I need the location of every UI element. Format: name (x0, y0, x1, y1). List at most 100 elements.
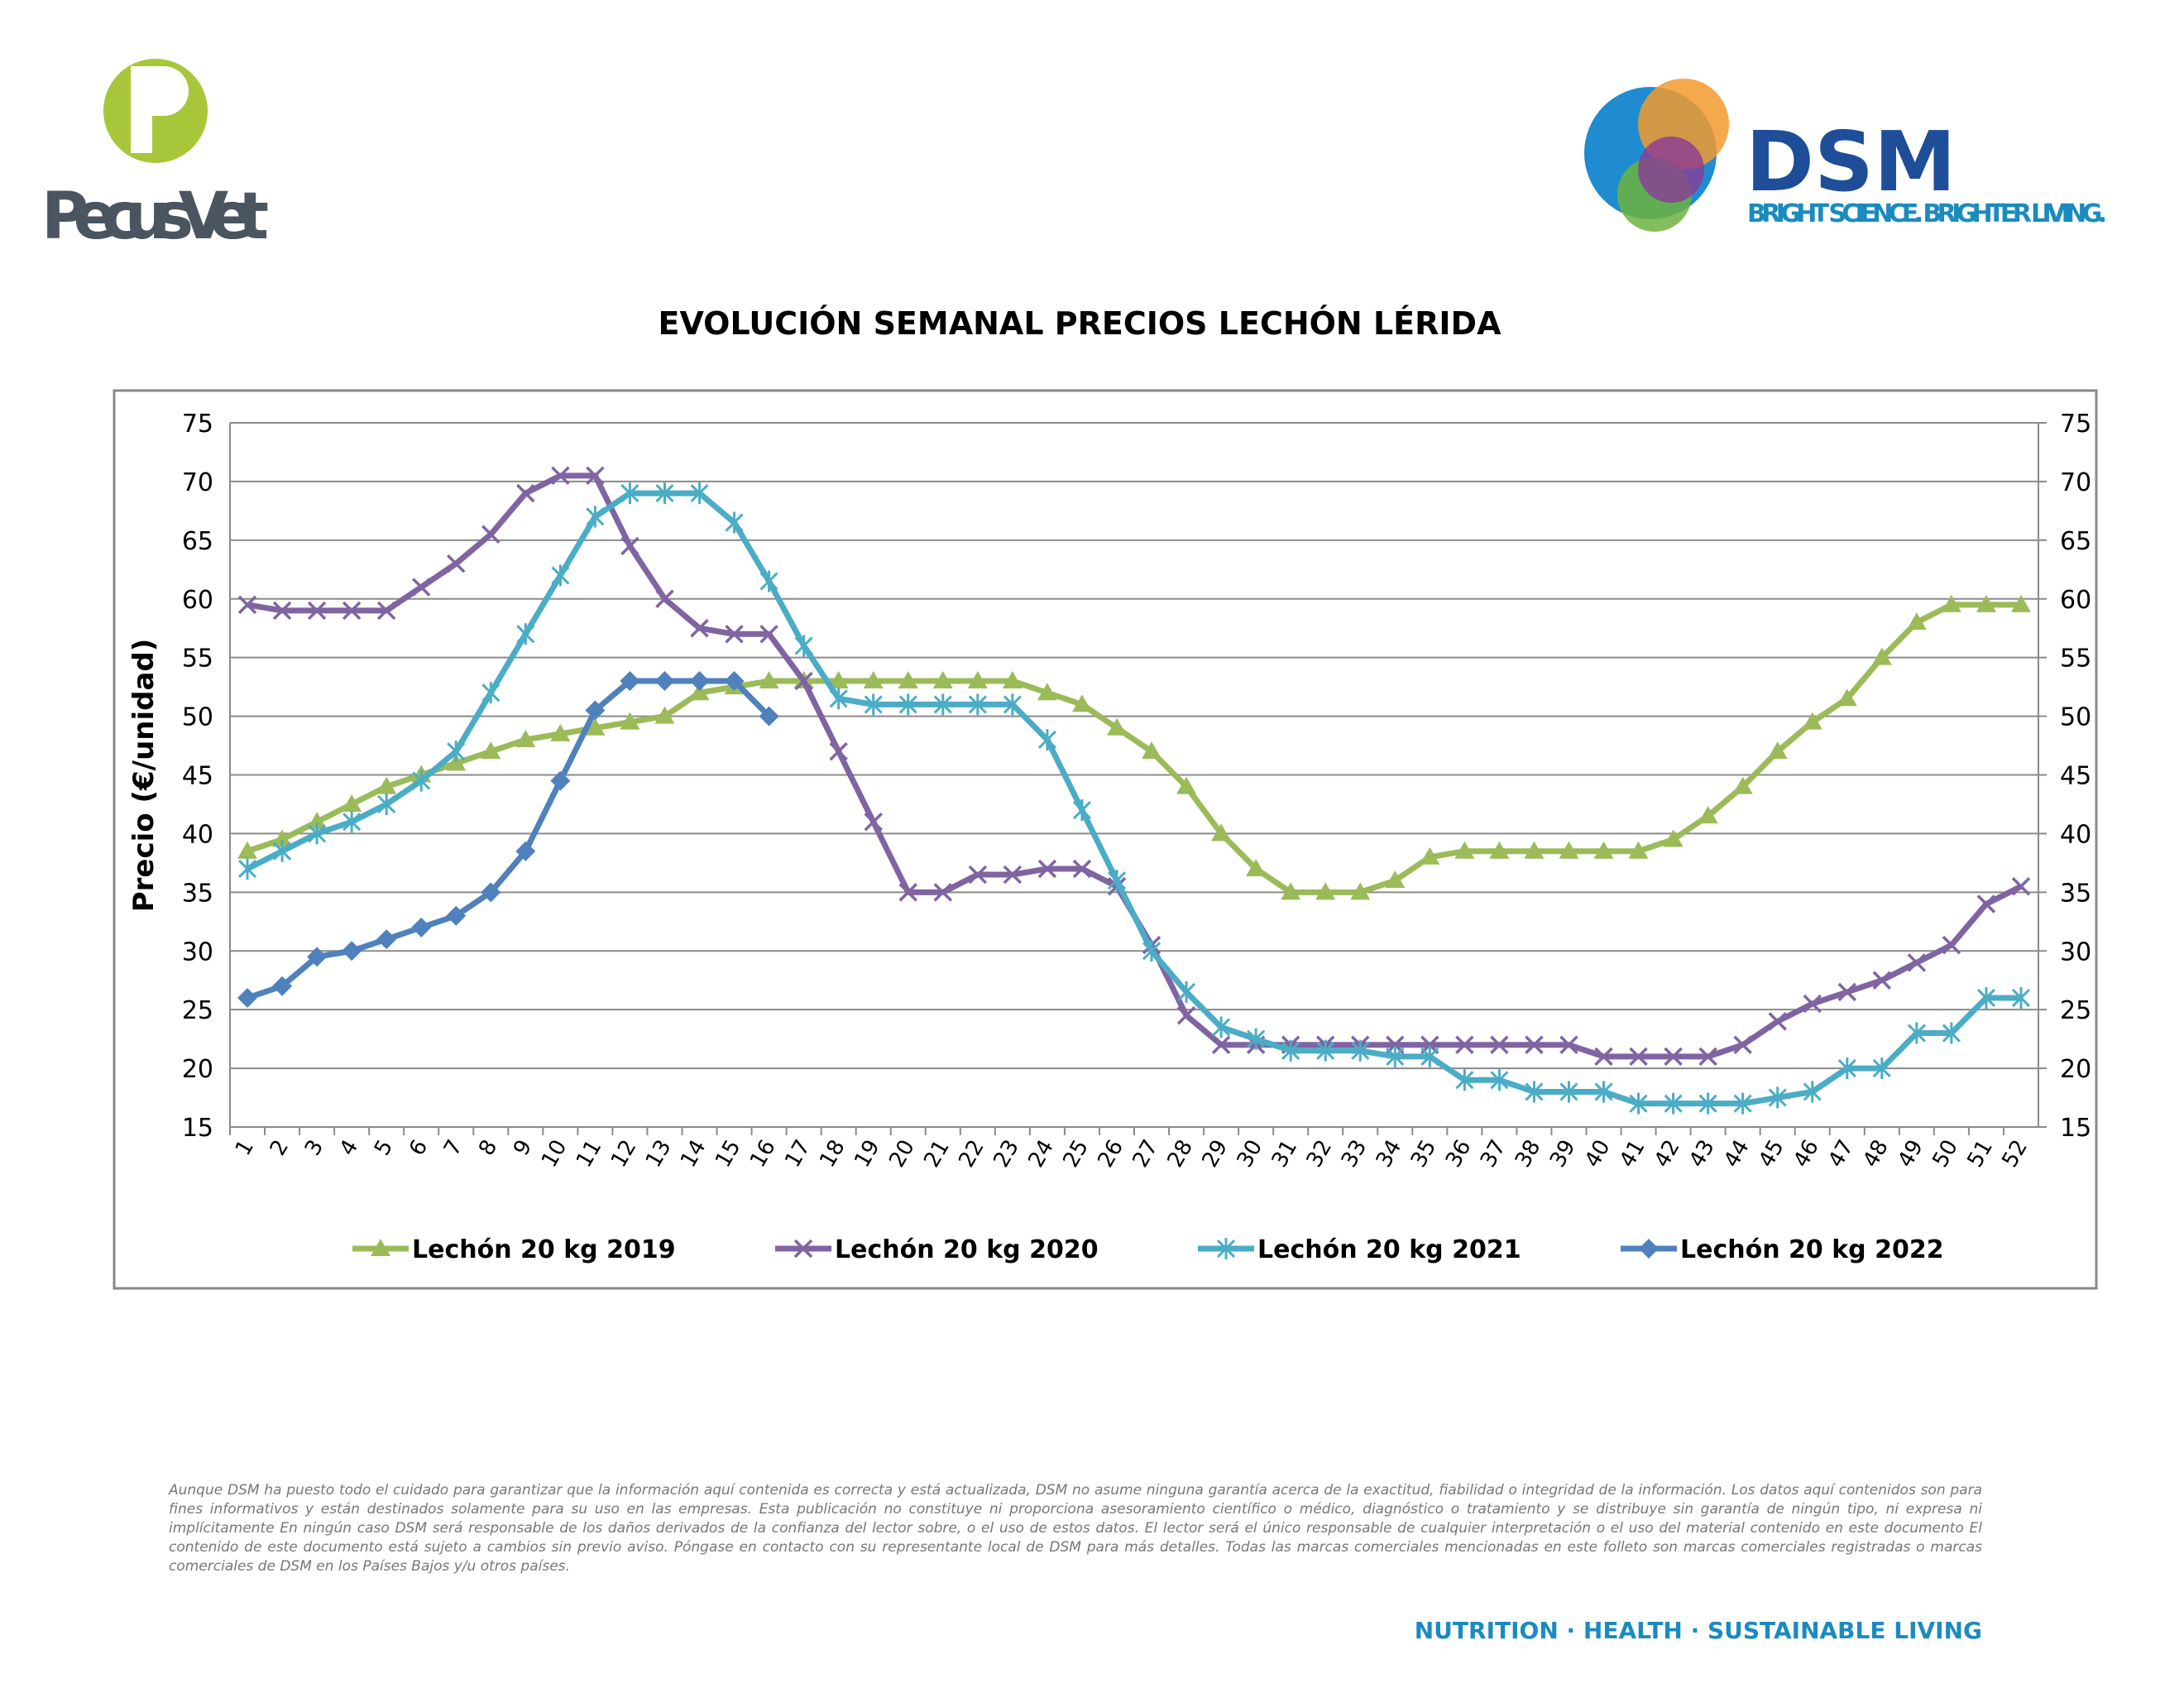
y2-tick-label: 70 (2060, 468, 2091, 497)
y2-tick-label: 75 (2060, 410, 2091, 439)
point (1872, 971, 1892, 990)
point (447, 741, 466, 763)
point (1768, 1086, 1787, 1109)
dsm-icon (1638, 137, 1704, 203)
y-tick-label: 60 (182, 586, 213, 615)
y2-tick-label: 35 (2060, 879, 2091, 908)
point (968, 865, 988, 885)
point (1071, 694, 1092, 712)
x-tick-label: 35 (1406, 1136, 1442, 1172)
point (1211, 823, 1232, 842)
point (1593, 841, 1614, 859)
y-tick-label: 25 (182, 996, 213, 1025)
point (1455, 1035, 1474, 1054)
legend-label: Lechón 20 kg 2020 (835, 1235, 1099, 1264)
x-tick-label: 48 (1858, 1136, 1894, 1172)
y2-tick-label: 25 (2060, 996, 2091, 1025)
y2-tick-label: 30 (2060, 938, 2091, 966)
point (272, 829, 293, 847)
point (1385, 870, 1406, 889)
point (481, 882, 501, 903)
point (1976, 594, 1996, 612)
point (1281, 1039, 1300, 1062)
point (376, 929, 397, 950)
y-tick-label: 30 (182, 938, 213, 966)
x-tick-label: 44 (1719, 1136, 1755, 1172)
x-tick-label: 39 (1545, 1136, 1581, 1172)
x-tick-label: 3 (300, 1136, 328, 1160)
point (655, 482, 674, 505)
y2-tick-label: 15 (2060, 1114, 2091, 1143)
point (1386, 1045, 1405, 1067)
point (376, 601, 396, 621)
x-tick-label: 22 (954, 1136, 989, 1172)
point (1455, 1069, 1474, 1091)
point (481, 741, 501, 760)
legend-label: Lechón 20 kg 2021 (1257, 1235, 1521, 1264)
point (1664, 1047, 1683, 1067)
x-tick-label: 45 (1754, 1136, 1789, 1172)
point (828, 671, 849, 689)
series-line (247, 472, 2023, 1060)
point (968, 693, 987, 716)
point (585, 700, 606, 721)
x-tick-label: 33 (1337, 1136, 1372, 1172)
point (932, 671, 953, 689)
point (1489, 841, 1510, 859)
point (550, 723, 571, 741)
point (1803, 994, 1822, 1014)
point (1246, 858, 1267, 876)
x-tick-label: 25 (1058, 1136, 1094, 1172)
point (272, 840, 292, 862)
point (1732, 776, 1753, 794)
point (1072, 799, 1092, 822)
point (585, 717, 606, 736)
legend-label: Lechón 20 kg 2019 (412, 1235, 676, 1264)
point (481, 525, 500, 544)
slogan: NUTRITION · HEALTH · SUSTAINABLE LIVING (1415, 1617, 1982, 1644)
point (724, 671, 745, 692)
point (307, 947, 328, 967)
x-tick-label: 21 (919, 1136, 955, 1172)
x-tick-label: 13 (641, 1136, 677, 1172)
point (307, 601, 327, 621)
point (1316, 1039, 1335, 1062)
x-tick-label: 7 (439, 1136, 467, 1160)
point (1594, 1081, 1613, 1103)
x-tick-label: 19 (850, 1136, 885, 1172)
x-tick-label: 20 (884, 1136, 920, 1172)
point (237, 987, 258, 1008)
point (2011, 986, 2031, 1009)
point (272, 976, 293, 996)
point (1976, 986, 1996, 1009)
pecusvet-logo: PecusVet (41, 180, 269, 254)
y-tick-label: 35 (182, 879, 213, 908)
point (2011, 877, 2031, 896)
point (1142, 741, 1162, 760)
x-tick-label: 43 (1684, 1136, 1720, 1172)
point (1628, 841, 1649, 859)
series-line (246, 490, 2021, 1107)
legend-marker (1639, 1239, 1659, 1259)
x-tick-label: 5 (370, 1136, 398, 1160)
dsm-tagline: BRIGHT SCIENCE. BRIGHTER LIVING. (1747, 199, 2107, 228)
point (1176, 776, 1197, 794)
disclaimer: Aunque DSM ha puesto todo el cuidado par… (169, 1482, 1982, 1575)
point (1837, 982, 1857, 1002)
point (1072, 859, 1092, 879)
point (446, 905, 467, 926)
point (1420, 846, 1440, 865)
point (1629, 1047, 1648, 1067)
point (620, 536, 639, 556)
point (481, 682, 500, 704)
point (725, 625, 744, 644)
point (1351, 1039, 1370, 1062)
legend-label: Lechón 20 kg 2022 (1680, 1235, 1944, 1264)
x-tick-label: 27 (1128, 1136, 1164, 1172)
y-axis-title: Precio (€/unidad) (127, 639, 160, 913)
point (1281, 882, 1301, 900)
legend-marker (371, 1239, 390, 1256)
point (690, 482, 709, 505)
point (586, 466, 605, 486)
